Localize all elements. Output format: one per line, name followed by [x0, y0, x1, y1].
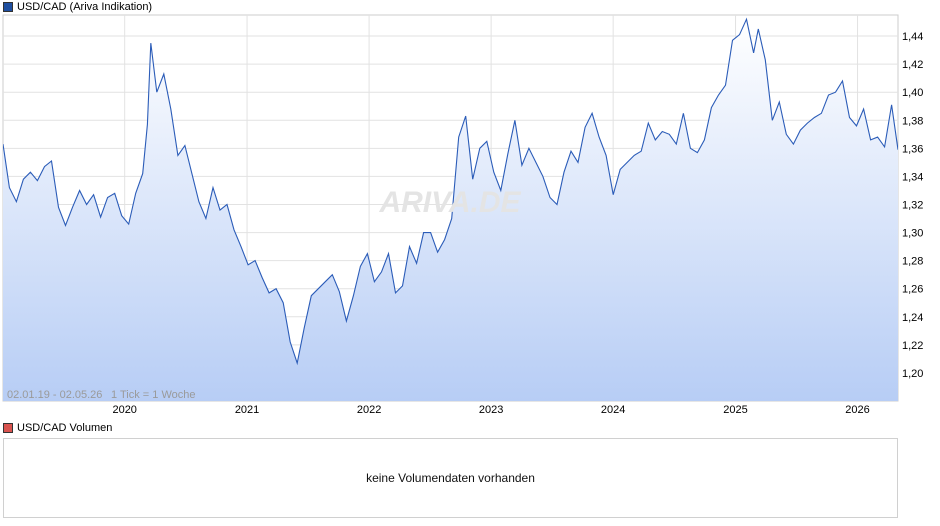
y-tick-label: 1,28 [902, 256, 923, 268]
x-tick-label: 2025 [723, 404, 747, 416]
price-legend-swatch [3, 2, 13, 12]
y-tick-label: 1,36 [902, 143, 923, 155]
tick-interval-label: 1 Tick = 1 Woche [111, 389, 195, 401]
y-tick-label: 1,20 [902, 368, 923, 380]
price-area [3, 19, 898, 401]
y-tick-label: 1,34 [902, 171, 923, 183]
watermark: ARIVA.DE [378, 186, 521, 219]
x-tick-label: 2021 [235, 404, 259, 416]
y-tick-label: 1,32 [902, 199, 923, 211]
y-tick-label: 1,24 [902, 312, 923, 324]
y-tick-label: 1,22 [902, 340, 923, 352]
y-tick-label: 1,42 [902, 59, 923, 71]
y-tick-label: 1,38 [902, 115, 923, 127]
y-tick-label: 1,26 [902, 284, 923, 296]
price-chart: ARIVA.DE 1,20 1,22 1,24 1,26 1,28 1,30 1,32 1,3… [2, 14, 923, 416]
x-tick-label: 2024 [601, 404, 625, 416]
volume-panel: keine Volumendaten vorhanden [3, 438, 898, 518]
y-tick-label: 1,40 [902, 87, 923, 99]
y-axis: 1,20 1,22 1,24 1,26 1,28 1,30 1,32 1,34 1,36 1,38… [902, 31, 923, 380]
y-tick-label: 1,44 [902, 31, 923, 43]
x-tick-label: 2022 [357, 404, 381, 416]
price-legend-label: USD/CAD (Ariva Indikation) [17, 1, 153, 13]
price-legend: USD/CAD (Ariva Indikation) [3, 0, 152, 14]
date-range-label: 02.01.19 - 02.05.26 [7, 389, 102, 401]
no-volume-message: keine Volumendaten vorhanden [366, 471, 535, 485]
volume-legend-label: USD/CAD Volumen [17, 422, 113, 434]
x-tick-label: 2020 [112, 404, 136, 416]
y-tick-label: 1,30 [902, 228, 923, 240]
x-axis: 2020 2021 2022 2023 2024 2025 2026 [112, 404, 869, 416]
x-tick-label: 2026 [845, 404, 869, 416]
x-tick-label: 2023 [479, 404, 503, 416]
volume-legend-swatch [3, 423, 13, 433]
price-line [3, 17, 898, 366]
volume-legend: USD/CAD Volumen [3, 421, 112, 435]
